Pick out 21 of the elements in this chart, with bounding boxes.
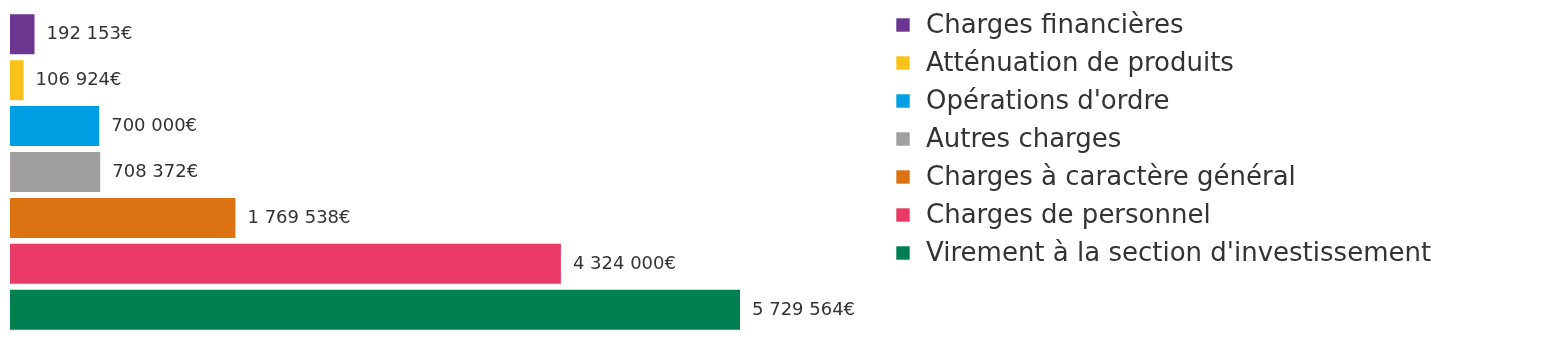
data-label: 708 372€ xyxy=(112,160,199,181)
bar xyxy=(10,289,740,330)
bar xyxy=(10,152,101,192)
bar xyxy=(10,14,35,55)
data-label: 1 769 538€ xyxy=(247,205,351,227)
bar xyxy=(10,243,561,284)
data-label: 700 000€ xyxy=(111,114,198,136)
data-label: 4 324 000€ xyxy=(572,251,676,273)
bar xyxy=(10,106,100,147)
data-label: 5 729 564€ xyxy=(752,297,856,319)
legend-label: Atténuation de produits xyxy=(926,47,1234,77)
data-label: 106 924€ xyxy=(35,68,122,90)
legend-label: Charges financières xyxy=(926,9,1184,39)
legend-label: Charges de personnel xyxy=(926,199,1211,229)
data-label: 192 153€ xyxy=(46,22,133,44)
legend-label: Charges à caractère général xyxy=(926,161,1296,191)
legend-label: Autres charges xyxy=(926,123,1122,153)
bar xyxy=(10,60,24,101)
legend-label: Opérations d'ordre xyxy=(926,85,1170,115)
bar xyxy=(10,197,236,238)
legend-label: Virement à la section d'investissement xyxy=(926,237,1432,267)
